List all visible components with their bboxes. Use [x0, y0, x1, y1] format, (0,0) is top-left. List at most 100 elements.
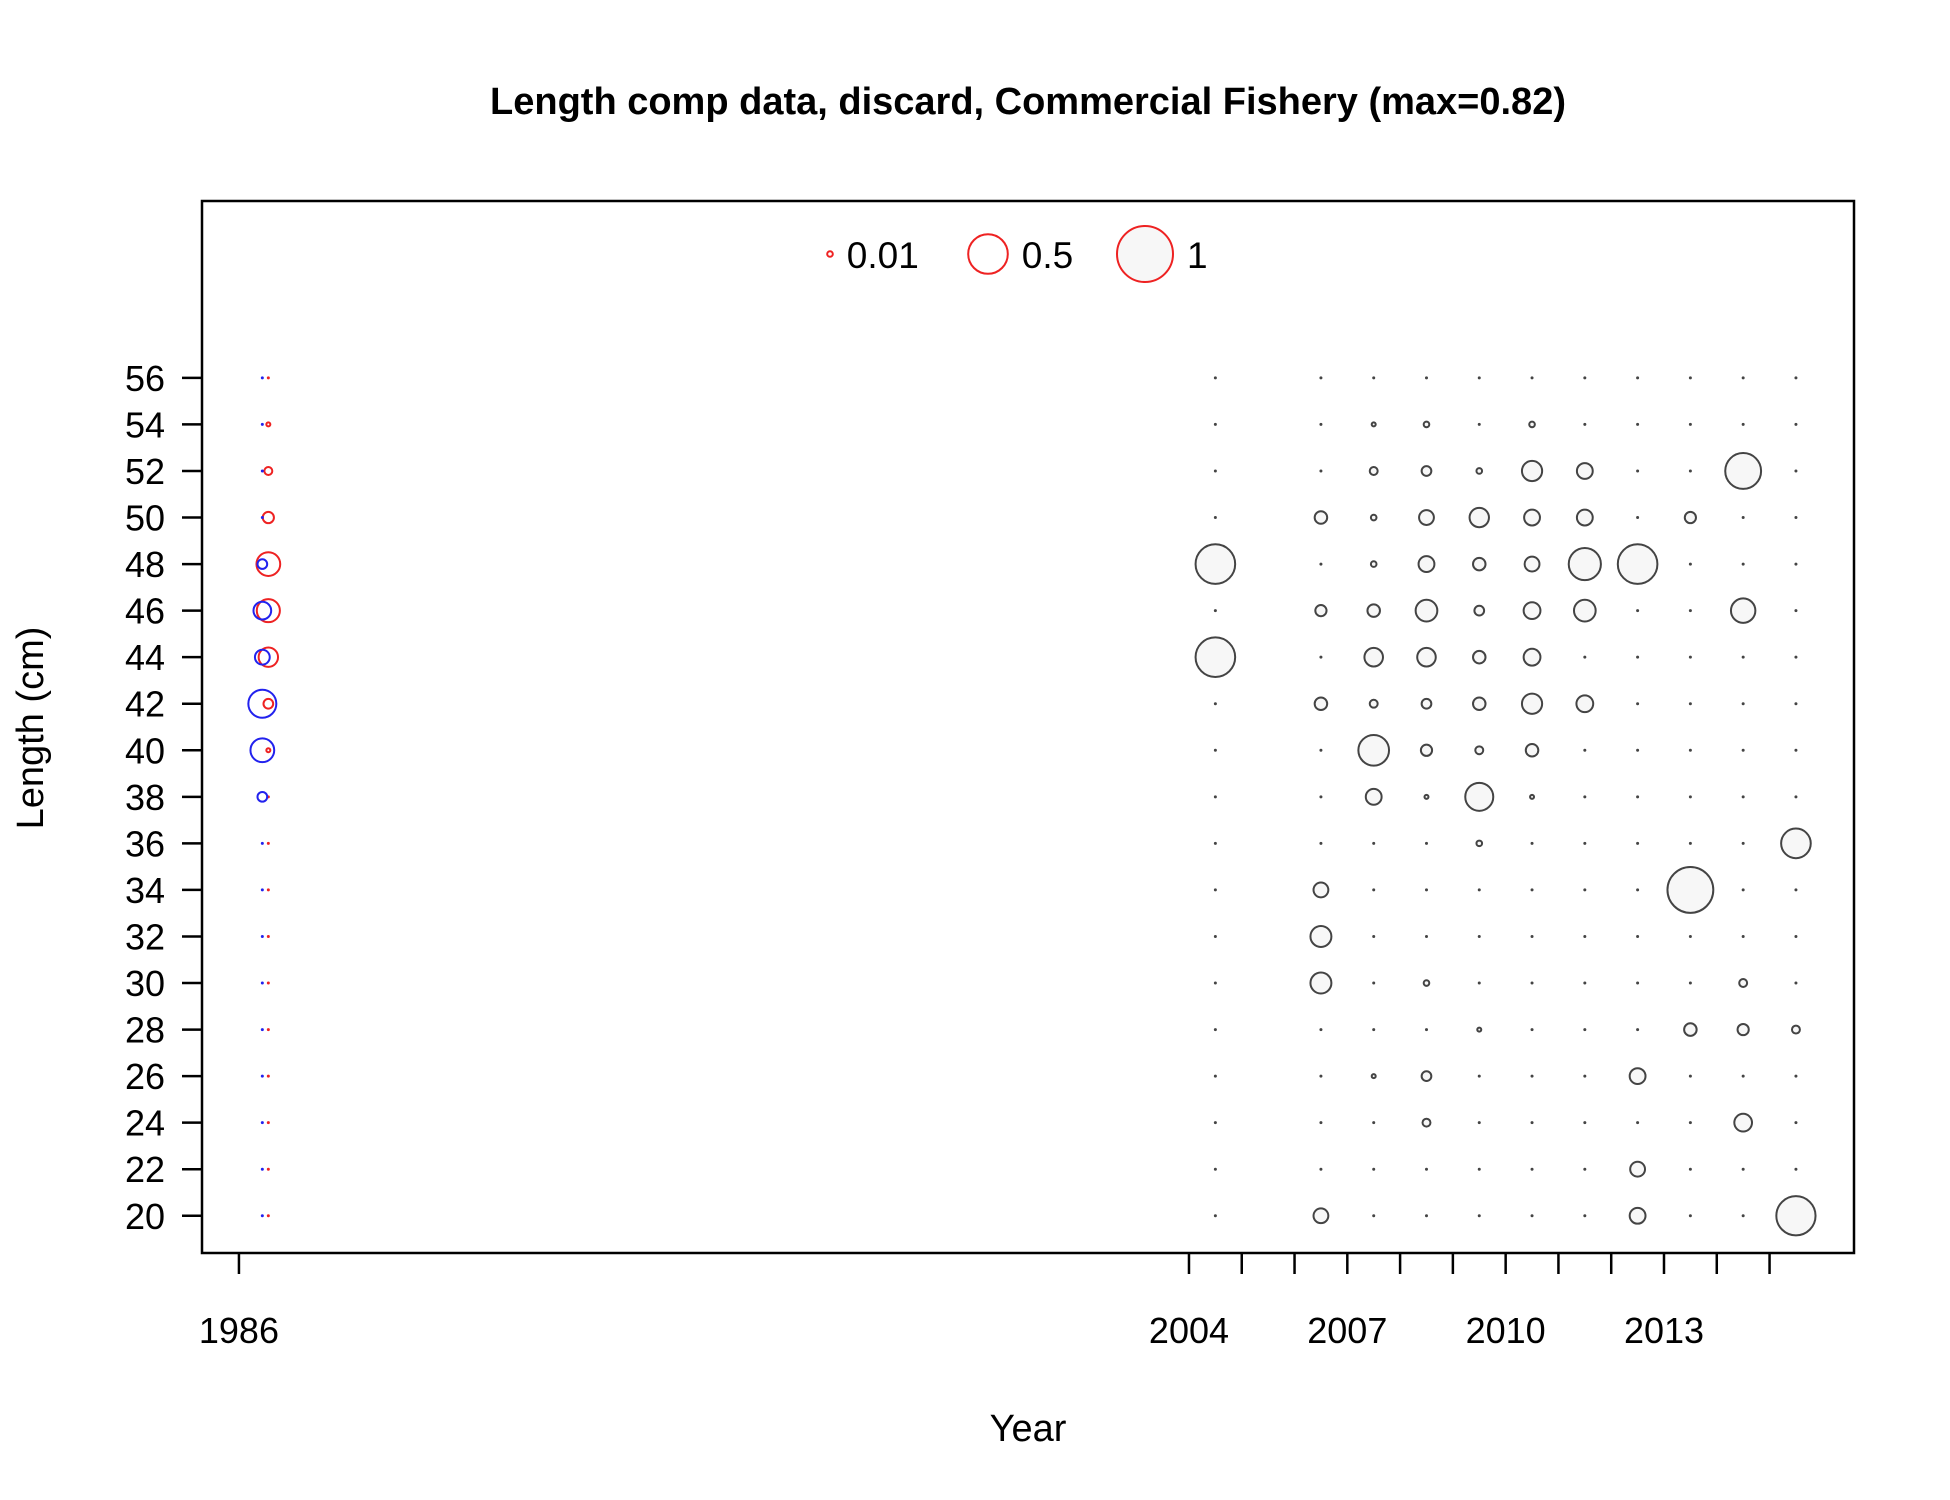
data-bubble — [1741, 562, 1745, 566]
data-bubble — [1683, 510, 1697, 525]
data-bubble — [266, 1214, 270, 1218]
data-bubble — [260, 376, 264, 380]
data-bubble — [1688, 748, 1692, 752]
legend-bubble — [826, 250, 834, 258]
data-bubble — [255, 598, 281, 624]
data-bubble — [1474, 745, 1485, 756]
data-bubble — [1794, 795, 1798, 799]
data-bubble — [1636, 422, 1640, 426]
data-bubble — [266, 934, 270, 938]
x-axis-title: Year — [990, 1408, 1067, 1450]
data-bubble — [1477, 422, 1481, 426]
data-bubble — [1629, 1160, 1647, 1178]
data-bubble — [1688, 422, 1692, 426]
data-bubble — [1583, 981, 1587, 985]
data-bubble — [1414, 598, 1439, 623]
data-bubble — [1369, 513, 1378, 522]
y-tick-label: 38 — [125, 777, 165, 818]
data-bubble — [1688, 841, 1692, 845]
data-bubble — [1583, 1074, 1587, 1078]
x-tick-label: 2010 — [1466, 1310, 1546, 1351]
data-bubble — [1319, 376, 1323, 380]
data-bubble — [1636, 609, 1640, 613]
data-bubble — [1213, 888, 1217, 892]
data-bubble — [1636, 888, 1640, 892]
data-bubble — [1628, 1067, 1647, 1086]
data-bubble — [1319, 655, 1323, 659]
data-bubble — [1733, 1112, 1754, 1133]
data-bubble — [1741, 702, 1745, 706]
x-tick-label: 2013 — [1624, 1310, 1704, 1351]
data-bubble — [1794, 702, 1798, 706]
data-bubble — [1790, 1024, 1801, 1035]
data-bubble — [255, 551, 282, 577]
data-bubble — [1688, 702, 1692, 706]
data-bubble — [1628, 1206, 1647, 1225]
data-bubble — [1794, 562, 1798, 566]
data-bubble — [1572, 598, 1597, 623]
bubble-layer — [247, 376, 1817, 1237]
y-axis-title: Length (cm) — [10, 627, 52, 830]
data-bubble — [1688, 562, 1692, 566]
data-bubble — [266, 1028, 270, 1032]
data-bubble — [1583, 1214, 1587, 1218]
data-bubble — [1424, 934, 1428, 938]
data-bubble — [1530, 1167, 1534, 1171]
data-bubble — [1213, 981, 1217, 985]
data-bubble — [1372, 1214, 1376, 1218]
data-bubble — [1636, 1028, 1640, 1032]
data-bubble — [260, 422, 264, 426]
data-bubble — [1583, 841, 1587, 845]
data-bubble — [1524, 743, 1540, 758]
y-tick-label: 44 — [125, 637, 165, 678]
data-bubble — [260, 469, 264, 473]
data-bubble — [1794, 469, 1798, 473]
data-bubble — [1724, 452, 1763, 490]
data-bubble — [1583, 748, 1587, 752]
data-bubble — [1312, 1207, 1330, 1225]
data-bubble — [1424, 376, 1428, 380]
data-bubble — [1794, 1167, 1798, 1171]
data-bubble — [1794, 934, 1798, 938]
data-bubble — [1372, 888, 1376, 892]
data-bubble — [1636, 469, 1640, 473]
data-bubble — [1472, 556, 1487, 572]
data-bubble — [256, 790, 269, 803]
data-bubble — [1424, 1028, 1428, 1032]
data-bubble — [260, 981, 264, 985]
data-bubble — [1530, 376, 1534, 380]
data-bubble — [1636, 934, 1640, 938]
data-bubble — [1213, 795, 1217, 799]
data-bubble — [1372, 981, 1376, 985]
data-bubble — [260, 1121, 264, 1125]
data-bubble — [266, 1167, 270, 1171]
data-bubble — [1319, 1121, 1323, 1125]
data-bubble — [1319, 1074, 1323, 1078]
data-bubble — [260, 1167, 264, 1171]
data-bubble — [1741, 376, 1745, 380]
data-bubble — [1370, 421, 1377, 428]
data-bubble — [1213, 1121, 1217, 1125]
data-bubble — [1794, 422, 1798, 426]
y-tick-label: 56 — [125, 358, 165, 399]
data-bubble — [1372, 1167, 1376, 1171]
data-bubble — [1420, 465, 1433, 477]
data-bubble — [1422, 979, 1431, 987]
data-bubble — [1372, 1121, 1376, 1125]
data-bubble — [1583, 1028, 1587, 1032]
data-bubble — [1357, 733, 1391, 767]
data-bubble — [1530, 934, 1534, 938]
data-bubble — [1575, 694, 1595, 714]
data-bubble — [1309, 971, 1333, 995]
data-bubble — [1741, 795, 1745, 799]
data-bubble — [1636, 702, 1640, 706]
y-tick-label: 46 — [125, 591, 165, 632]
legend-label: 0.5 — [1022, 235, 1073, 276]
data-bubble — [1312, 881, 1330, 899]
data-bubble — [1213, 1214, 1217, 1218]
data-bubble — [1418, 509, 1435, 526]
data-bubble — [1794, 516, 1798, 520]
data-bubble — [1616, 543, 1659, 585]
data-bubble — [1583, 795, 1587, 799]
